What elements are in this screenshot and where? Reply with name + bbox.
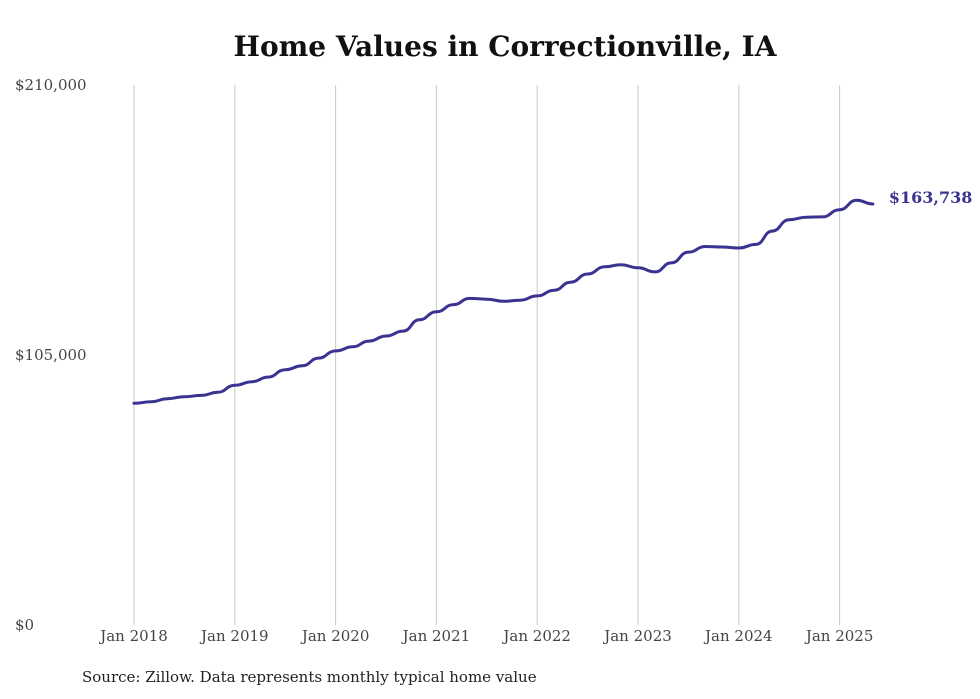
chart-title: Home Values in Correctionville, IA xyxy=(233,30,777,63)
y-tick-label: $210,000 xyxy=(15,76,87,94)
x-tick-label: Jan 2023 xyxy=(602,627,672,645)
y-tick-label: $105,000 xyxy=(15,346,87,364)
series-line xyxy=(132,198,875,405)
x-tick-label: Jan 2024 xyxy=(703,627,773,645)
end-value-label: $163,738 xyxy=(889,188,973,207)
x-tick-label: Jan 2021 xyxy=(401,627,471,645)
x-tick-label: Jan 2022 xyxy=(501,627,571,645)
x-tick-label: Jan 2025 xyxy=(804,627,874,645)
x-tick-label: Jan 2020 xyxy=(300,627,370,645)
x-tick-label: Jan 2018 xyxy=(98,627,168,645)
y-tick-label: $0 xyxy=(15,616,34,634)
source-note: Source: Zillow. Data represents monthly … xyxy=(82,668,537,686)
x-tick-label: Jan 2019 xyxy=(199,627,269,645)
